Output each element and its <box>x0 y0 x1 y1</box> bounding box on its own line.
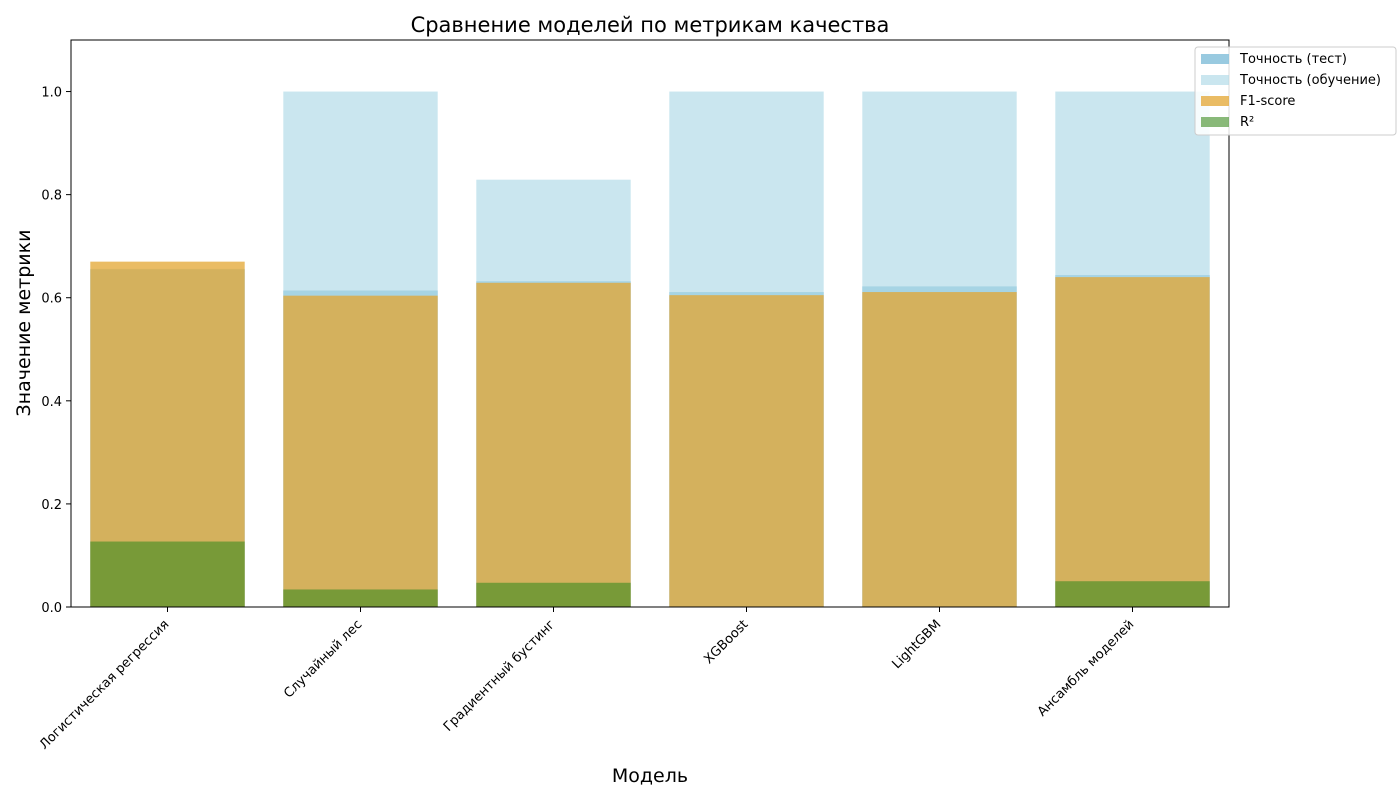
legend-entry: F1-score <box>1240 94 1295 109</box>
legend-entry: Точность (обучение) <box>1239 73 1381 88</box>
y-tick-label: 0.6 <box>41 292 62 307</box>
bars-layer <box>90 91 1210 608</box>
x-tick-label: Случайный лес <box>281 617 365 701</box>
bar-3-1 <box>283 589 438 607</box>
bar-2-5 <box>1055 277 1210 607</box>
legend: Точность (тест) Точность (обучение) F1-sco… <box>1194 46 1397 136</box>
bar-3-2 <box>476 582 631 607</box>
plot-frame <box>70 39 1230 608</box>
legend-swatch <box>1201 54 1229 64</box>
x-tick-label: Логистическая регрессия <box>37 617 173 753</box>
y-axis-label: Значение метрики <box>13 230 35 417</box>
y-tick-label: 0.0 <box>41 601 62 616</box>
legend-entry: Точность (тест) <box>1239 52 1347 67</box>
chart-title: Сравнение моделей по метрикам качества <box>411 13 890 37</box>
y-axis: 0.0 0.2 0.4 0.6 0.8 1.0 <box>41 86 71 616</box>
x-tick-label: Ансамбль моделей <box>1035 617 1137 719</box>
legend-swatch <box>1201 96 1229 106</box>
x-axis-label: Модель <box>612 765 688 787</box>
legend-swatch <box>1201 75 1229 85</box>
y-tick-label: 0.4 <box>41 395 62 410</box>
bar-2-3 <box>669 295 824 607</box>
x-tick-label: XGBoost <box>701 617 751 667</box>
x-tick-label: LightGBM <box>889 617 944 672</box>
legend-box <box>1194 46 1397 136</box>
bar-2-2 <box>476 282 631 607</box>
x-tick-label: Градиентный бустинг <box>441 617 559 735</box>
y-tick-label: 0.2 <box>41 498 62 513</box>
y-tick-label: 1.0 <box>41 86 62 101</box>
bar-3-0 <box>90 541 245 607</box>
legend-entry: R² <box>1240 115 1254 130</box>
x-axis: Логистическая регрессия Случайный лес Град… <box>37 607 1137 753</box>
bar-3-5 <box>1055 581 1210 607</box>
y-tick-label: 0.8 <box>41 189 62 204</box>
bar-2-4 <box>862 292 1017 607</box>
bar-2-1 <box>283 295 438 607</box>
legend-swatch <box>1201 117 1229 127</box>
